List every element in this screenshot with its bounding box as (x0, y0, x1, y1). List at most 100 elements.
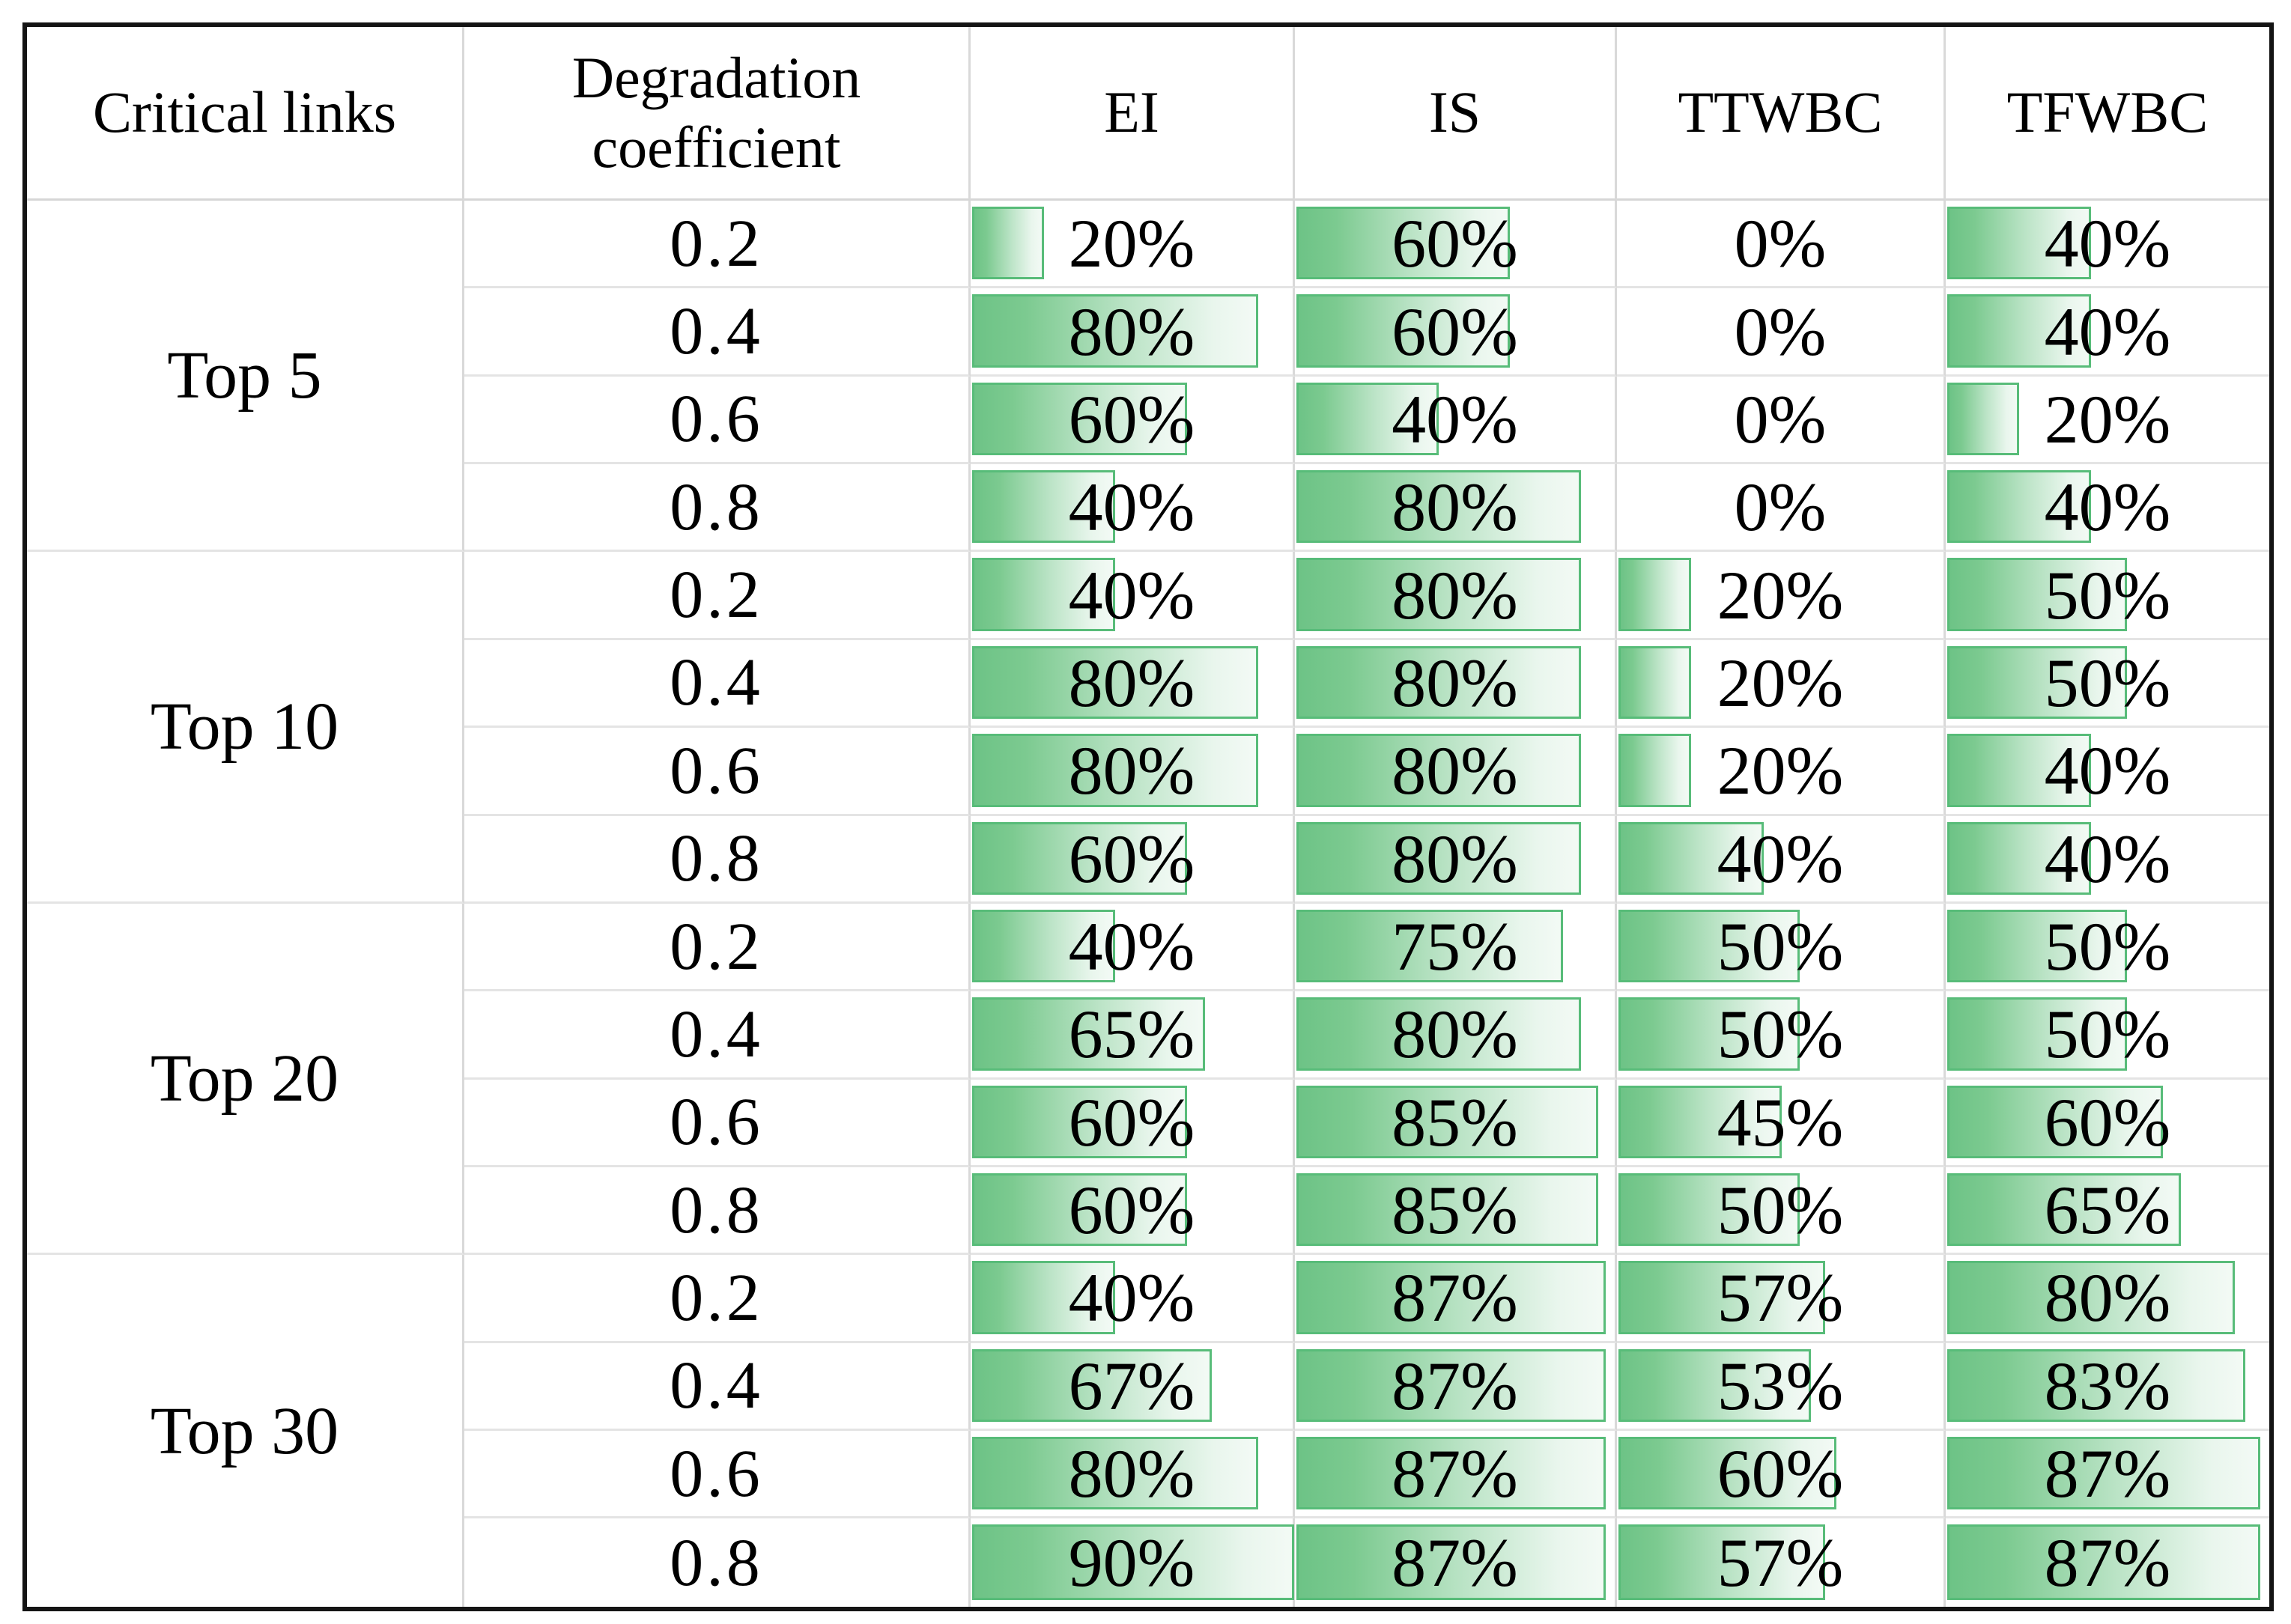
group-label-top-10: Top 10 (27, 552, 464, 904)
data-bar-ttwbc (1618, 734, 1691, 807)
coefficient-cell-top-5-0.2: 0.2 (464, 201, 971, 289)
percent-label: 80% (1068, 732, 1195, 809)
percent-label: 40% (2044, 293, 2171, 370)
column-header-is: IS (1295, 27, 1617, 201)
percent-label: 80% (1392, 996, 1518, 1073)
percent-label: 87% (1392, 1259, 1518, 1336)
data-cell-tfwbc-top-5-0.4: 40% (1946, 288, 2269, 377)
data-bar-tfwbc (1947, 734, 2091, 807)
data-cell-is-top-5-0.4: 60% (1295, 288, 1617, 377)
data-cell-is-top-30-0.4: 87% (1295, 1342, 1617, 1432)
data-cell-ei-top-5-0.8: 40% (971, 464, 1295, 553)
percent-label: 60% (1068, 380, 1195, 457)
data-cell-ttwbc-top-20-0.8: 50% (1617, 1167, 1946, 1256)
data-bar-ei (972, 470, 1116, 544)
data-cell-is-top-30-0.8: 87% (1295, 1518, 1617, 1607)
data-cell-tfwbc-top-5-0.8: 40% (1946, 464, 2269, 553)
percent-label: 75% (1392, 908, 1518, 985)
data-bar-ei (972, 997, 1205, 1071)
coefficient-cell-top-30-0.2: 0.2 (464, 1255, 971, 1343)
data-bar-ttwbc (1618, 1173, 1800, 1247)
data-cell-ei-top-5-0.4: 80% (971, 288, 1295, 377)
percent-label: 40% (1392, 380, 1518, 457)
data-bar-ei (972, 734, 1259, 807)
percent-label: 87% (2044, 1435, 2171, 1512)
data-cell-ei-top-20-0.8: 60% (971, 1167, 1295, 1256)
column-header-tfwbc: TFWBC (1946, 27, 2269, 201)
data-cell-is-top-10-0.2: 80% (1295, 552, 1617, 640)
data-cell-ei-top-30-0.6: 80% (971, 1431, 1295, 1519)
data-cell-is-top-20-0.4: 80% (1295, 991, 1617, 1080)
percent-label: 20% (1717, 644, 1844, 721)
data-bar-is (1296, 734, 1581, 807)
data-bar-is (1296, 1437, 1606, 1510)
percent-label: 57% (1717, 1259, 1844, 1336)
percent-label: 80% (2044, 1259, 2171, 1336)
percent-label: 60% (1068, 1083, 1195, 1161)
data-cell-is-top-5-0.2: 60% (1295, 201, 1617, 289)
data-cell-is-top-5-0.6: 40% (1295, 376, 1617, 465)
data-bar-is (1296, 997, 1581, 1071)
data-cell-is-top-10-0.6: 80% (1295, 728, 1617, 816)
data-bar-ttwbc (1618, 909, 1800, 983)
data-cell-ei-top-20-0.4: 65% (971, 991, 1295, 1080)
data-cell-tfwbc-top-30-0.4: 83% (1946, 1343, 2269, 1432)
percent-label: 65% (1068, 996, 1195, 1073)
data-bar-tfwbc (1947, 821, 2091, 895)
data-cell-ttwbc-top-5-0.6: 0% (1617, 376, 1946, 465)
data-cell-tfwbc-top-10-0.6: 40% (1946, 728, 2269, 816)
data-bar-is (1296, 909, 1563, 983)
data-cell-tfwbc-top-30-0.8: 87% (1946, 1518, 2269, 1606)
data-bar-is (1296, 294, 1510, 368)
data-cell-ttwbc-top-10-0.6: 20% (1617, 728, 1946, 816)
percent-label: 80% (1068, 293, 1195, 370)
data-bar-ei (972, 645, 1259, 720)
data-cell-is-top-5-0.8: 80% (1295, 464, 1617, 553)
coefficient-cell-top-20-0.8: 0.8 (464, 1167, 971, 1256)
percent-label: 80% (1392, 732, 1518, 809)
data-cell-ei-top-10-0.2: 40% (971, 552, 1295, 640)
data-bar-tfwbc (1947, 1437, 2260, 1510)
data-cell-ei-top-10-0.8: 60% (971, 815, 1295, 904)
column-header-degradation-coefficient: Degradation coefficient (464, 27, 971, 201)
percent-label: 60% (1068, 820, 1195, 897)
data-bar-ei (972, 1437, 1259, 1510)
percent-label: 90% (1068, 1524, 1195, 1602)
percent-label: 40% (1068, 908, 1195, 985)
coefficient-cell-top-30-0.6: 0.6 (464, 1431, 971, 1519)
data-cell-ttwbc-top-5-0.8: 0% (1617, 464, 1946, 553)
percent-label: 0% (1734, 469, 1827, 546)
percent-label: 85% (1392, 1172, 1518, 1249)
percent-label: 80% (1392, 820, 1518, 897)
data-bar-ei (972, 821, 1187, 895)
data-bar-ei (972, 558, 1116, 631)
data-bar-tfwbc (1947, 470, 2091, 544)
data-bar-ttwbc (1618, 558, 1691, 631)
data-cell-tfwbc-top-20-0.6: 60% (1946, 1080, 2269, 1167)
percent-label: 50% (2044, 996, 2171, 1073)
data-bar-is (1296, 1524, 1606, 1600)
data-cell-tfwbc-top-20-0.2: 50% (1946, 904, 2269, 992)
data-bar-ttwbc (1618, 1085, 1782, 1158)
column-header-critical-links: Critical links (27, 27, 464, 201)
data-cell-ei-top-5-0.6: 60% (971, 376, 1295, 465)
data-cell-tfwbc-top-5-0.2: 40% (1946, 201, 2269, 289)
column-header-ttwbc: TTWBC (1617, 27, 1946, 201)
data-cell-tfwbc-top-30-0.6: 87% (1946, 1431, 2269, 1519)
percent-label: 87% (1392, 1347, 1518, 1424)
coefficient-cell-top-10-0.8: 0.8 (464, 815, 971, 904)
percent-label: 50% (2044, 908, 2171, 985)
percent-label: 50% (1717, 996, 1844, 1073)
data-cell-tfwbc-top-10-0.8: 40% (1946, 816, 2269, 904)
data-bar-ttwbc (1618, 1437, 1836, 1510)
data-bar-ei (972, 294, 1259, 368)
data-cell-ttwbc-top-30-0.6: 60% (1617, 1431, 1946, 1519)
coefficient-cell-top-10-0.2: 0.2 (464, 552, 971, 640)
percent-label: 80% (1392, 644, 1518, 721)
data-bar-tfwbc (1947, 1085, 2163, 1158)
data-bar-is (1296, 1261, 1606, 1334)
data-bar-tfwbc (1947, 1348, 2246, 1423)
data-cell-ttwbc-top-30-0.8: 57% (1617, 1518, 1946, 1607)
data-cell-is-top-10-0.4: 80% (1295, 639, 1617, 729)
data-cell-is-top-30-0.2: 87% (1295, 1255, 1617, 1343)
